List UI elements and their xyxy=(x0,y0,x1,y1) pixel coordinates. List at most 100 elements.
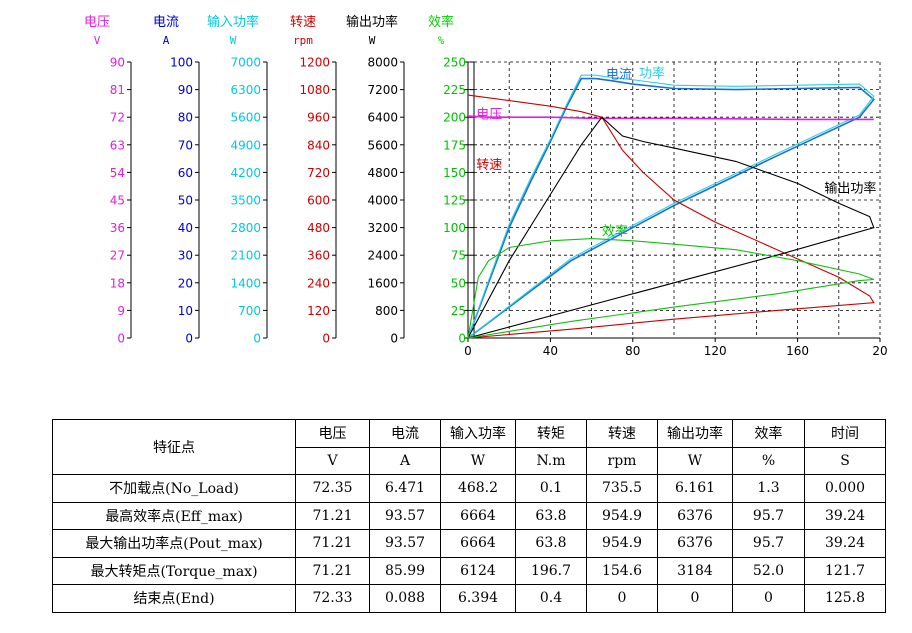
table-cell: 0.088 xyxy=(369,584,441,613)
axis-column-2: 输入功率W70006300560049004200350028002100140… xyxy=(207,14,268,346)
axis-unit: V xyxy=(94,34,101,47)
table-cell: 0.4 xyxy=(515,584,587,613)
table-cell: 72.33 xyxy=(295,584,370,613)
axis-tick-label: 1080 xyxy=(299,83,330,97)
axis-unit: A xyxy=(163,34,170,47)
table-cell: 52.0 xyxy=(732,556,805,585)
axis-tick-label: 72 xyxy=(110,111,125,125)
unit-header: % xyxy=(732,446,805,475)
axis-tick-label: 120 xyxy=(307,304,330,318)
y-tick-label: 200 xyxy=(443,111,466,125)
table-cell: 954.9 xyxy=(586,501,658,530)
table-row: 最高效率点(Eff_max) 71.21 93.57 6664 63.8 954.9 637… xyxy=(52,501,886,530)
axis-tick-label: 60 xyxy=(178,166,193,180)
series-annotation: 效率 xyxy=(602,223,628,239)
axis-unit: % xyxy=(438,34,445,47)
table-cell: 468.2 xyxy=(440,474,516,503)
x-tick-label: 120 xyxy=(704,344,727,358)
column-header: 时间 xyxy=(804,419,886,448)
axis-tick-label: 4900 xyxy=(230,138,261,152)
table-cell: 93.57 xyxy=(369,501,441,530)
left-axis-panel: 电压V90817263544536271890电流A10090807060504… xyxy=(84,14,475,346)
series-annotation: 电压 xyxy=(476,107,502,122)
axis-name: 输入功率 xyxy=(207,14,259,30)
table-cell: 0 xyxy=(732,584,805,613)
x-tick-label: 0 xyxy=(464,344,472,358)
x-tick-label: 20 xyxy=(872,344,887,358)
table-cell: 71.21 xyxy=(295,529,370,558)
table-cell: 93.57 xyxy=(369,529,441,558)
y-tick-label: 0 xyxy=(458,332,466,346)
table-cell: 125.8 xyxy=(804,584,886,613)
axis-tick-label: 18 xyxy=(110,276,125,290)
axis-tick-label: 9 xyxy=(117,304,125,318)
table-cell: 954.9 xyxy=(586,529,658,558)
series-line-1 xyxy=(467,74,875,339)
unit-header: W xyxy=(657,446,733,475)
series-annotation: 功率 xyxy=(639,65,665,81)
axis-tick-label: 600 xyxy=(307,194,330,208)
axis-tick-label: 700 xyxy=(238,304,261,318)
axis-tick-label: 6300 xyxy=(230,83,261,97)
table-row: 不加载点(No_Load) 72.35 6.471 468.2 0.1 735.5 6.16… xyxy=(52,474,886,503)
series-line-2 xyxy=(467,115,874,121)
table-cell: 6376 xyxy=(657,529,733,558)
axis-tick-label: 720 xyxy=(307,166,330,180)
table-cell: 85.99 xyxy=(369,556,441,585)
y-tick-label: 225 xyxy=(443,83,466,97)
y-tick-label: 50 xyxy=(451,276,466,290)
x-tick-label: 40 xyxy=(543,344,558,358)
column-header: 输入功率 xyxy=(440,419,516,448)
y-tick-label: 25 xyxy=(451,304,466,318)
axis-tick-label: 100 xyxy=(170,56,193,70)
table-cell: 0 xyxy=(586,584,658,613)
axis-tick-label: 90 xyxy=(110,56,125,70)
axis-tick-label: 1600 xyxy=(367,276,398,290)
unit-header: N.m xyxy=(515,446,587,475)
column-header: 效率 xyxy=(732,419,805,448)
series-line-3 xyxy=(467,94,875,339)
table-cell: 6124 xyxy=(440,556,516,585)
column-header: 转速 xyxy=(586,419,658,448)
table-cell: 3184 xyxy=(657,556,733,585)
axis-tick-label: 2800 xyxy=(230,221,261,235)
table-cell: 6.161 xyxy=(657,474,733,503)
axis-tick-label: 0 xyxy=(322,332,330,346)
y-tick-label: 100 xyxy=(443,221,466,235)
unit-header: S xyxy=(804,446,886,475)
axis-tick-label: 2100 xyxy=(230,249,261,263)
motor-characteristic-chart: 电压V90817263544536271890电流A10090807060504… xyxy=(84,14,888,359)
table-cell: 6.471 xyxy=(369,474,441,503)
axis-name: 输出功率 xyxy=(346,14,398,30)
axis-tick-label: 4000 xyxy=(367,194,398,208)
feature-point-name: 结束点(End) xyxy=(52,584,296,613)
axis-unit: W xyxy=(369,34,376,47)
axis-tick-label: 40 xyxy=(178,221,193,235)
axis-tick-label: 20 xyxy=(178,276,193,290)
x-tick-label: 160 xyxy=(786,344,809,358)
unit-header: V xyxy=(295,446,370,475)
series-line-0 xyxy=(467,77,875,339)
feature-point-name: 最大转矩点(Torque_max) xyxy=(52,556,296,585)
axis-unit: W xyxy=(230,34,237,47)
axis-tick-label: 50 xyxy=(178,194,193,208)
corner-header: 特征点 xyxy=(52,419,296,475)
table-cell: 63.8 xyxy=(515,529,587,558)
unit-header: W xyxy=(440,446,516,475)
series-annotation: 电流 xyxy=(606,68,632,83)
column-header: 电流 xyxy=(369,419,441,448)
axis-tick-label: 0 xyxy=(117,332,125,346)
axis-tick-label: 10 xyxy=(178,304,193,318)
table-cell: 71.21 xyxy=(295,501,370,530)
axis-tick-label: 800 xyxy=(375,304,398,318)
axis-tick-label: 480 xyxy=(307,221,330,235)
axis-tick-label: 45 xyxy=(110,194,125,208)
feature-points-table: 特征点 电压 电流 输入功率 转矩 转速 输出功率 效率 时间 V A W N.… xyxy=(52,419,886,613)
table-cell: 196.7 xyxy=(515,556,587,585)
table-row: 最大输出功率点(Pout_max) 71.21 93.57 6664 63.8 954.9… xyxy=(52,529,886,558)
unit-header: rpm xyxy=(586,446,658,475)
table-cell: 0 xyxy=(657,584,733,613)
